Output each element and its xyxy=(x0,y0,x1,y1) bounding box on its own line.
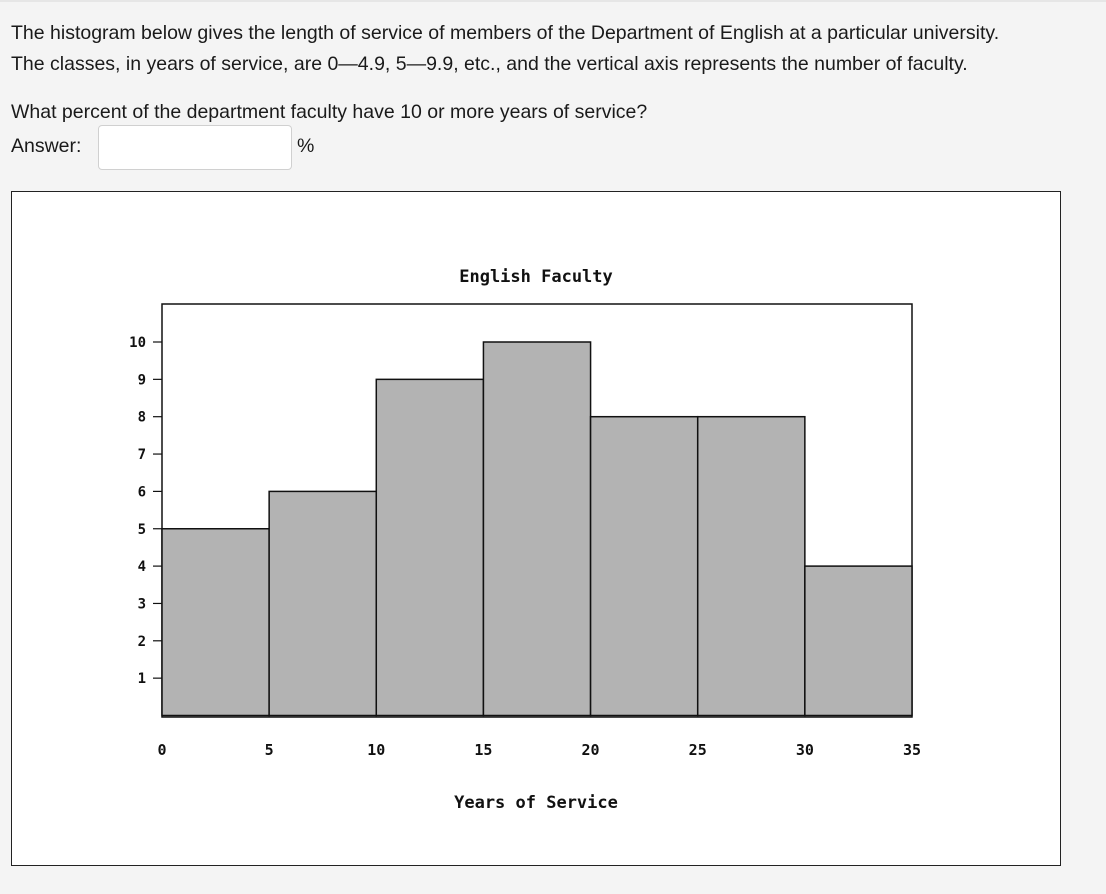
y-tick-label: 7 xyxy=(138,447,146,463)
question-prompt: What percent of the department faculty h… xyxy=(11,101,648,123)
y-tick-label: 10 xyxy=(129,335,146,351)
histogram-bar xyxy=(804,565,913,717)
y-tick-label: 3 xyxy=(138,596,146,612)
y-tick-label: 9 xyxy=(138,372,146,388)
x-tick-label: 20 xyxy=(582,741,600,759)
bars-group xyxy=(161,341,913,717)
x-axis: 0 5 10 15 20 25 30 35 xyxy=(157,741,921,759)
answer-input[interactable] xyxy=(98,125,292,170)
y-tick-label: 6 xyxy=(138,484,146,500)
y-axis: 1 2 3 4 5 6 7 8 9 10 xyxy=(129,335,162,687)
histogram-chart: English Faculty 1 2 3 4 5 6 7 8 9 10 0 5 10 15 20 25 30… xyxy=(129,267,921,813)
answer-unit: % xyxy=(297,135,315,157)
answer-label: Answer: xyxy=(11,135,82,157)
histogram-bar xyxy=(482,341,592,717)
question-line-2: The classes, in years of service, are 0—… xyxy=(11,53,968,75)
question-line-1: The histogram below gives the length of … xyxy=(11,22,1000,44)
histogram-bar xyxy=(589,415,699,717)
x-axis-label: Years of Service xyxy=(454,793,618,813)
y-tick-label: 5 xyxy=(138,522,146,538)
x-tick-label: 15 xyxy=(474,741,492,759)
question-text: The histogram below gives the length of … xyxy=(11,18,1101,80)
x-tick-label: 0 xyxy=(157,741,166,759)
top-divider xyxy=(0,0,1106,2)
histogram-bar xyxy=(375,378,485,717)
histogram-bar xyxy=(696,415,806,717)
y-tick-label: 1 xyxy=(138,671,146,687)
histogram-bar xyxy=(161,528,270,717)
y-tick-label: 8 xyxy=(138,410,146,426)
histogram-bar xyxy=(268,490,378,717)
chart-title: English Faculty xyxy=(459,267,613,287)
x-tick-label: 10 xyxy=(367,741,385,759)
y-tick-label: 4 xyxy=(138,559,146,575)
x-tick-label: 5 xyxy=(265,741,274,759)
y-tick-label: 2 xyxy=(138,634,146,650)
x-tick-label: 25 xyxy=(689,741,707,759)
histogram-panel: English Faculty 1 2 3 4 5 6 7 8 9 10 0 5 10 15 20 25 30… xyxy=(11,191,1061,866)
x-tick-label: 35 xyxy=(903,741,921,759)
x-tick-label: 30 xyxy=(796,741,814,759)
